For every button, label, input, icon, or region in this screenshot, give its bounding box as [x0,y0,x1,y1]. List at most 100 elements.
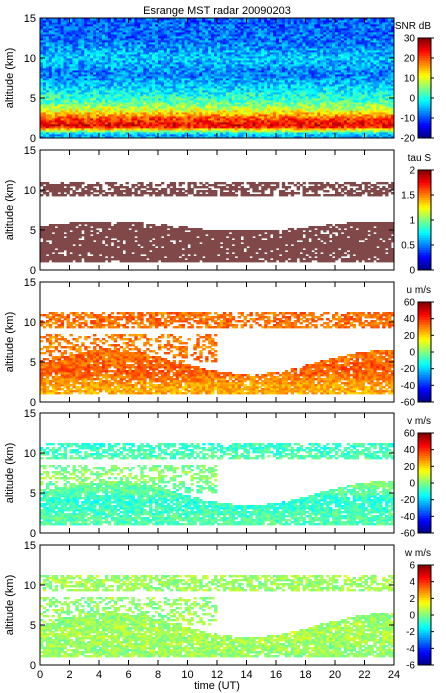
heatmap-cell [149,132,153,135]
heatmap-cell [258,104,262,107]
heatmap-cell [273,112,277,115]
heatmap-cell [202,44,206,47]
heatmap-cell [51,112,56,115]
heatmap-cell [172,48,177,51]
heatmap-cell [140,90,144,93]
heatmap-cell [45,84,50,87]
heatmap-cell [211,30,215,33]
heatmap-cell [228,130,233,133]
heatmap-cell [219,74,224,77]
heatmap-cell [202,84,206,87]
heatmap-cell [240,114,244,117]
heatmap-cell [45,24,50,27]
heatmap-cell [134,112,138,115]
heatmap-cell [205,32,209,35]
heatmap-cell [225,48,230,51]
heatmap-cell [99,58,103,61]
heatmap-cell [231,98,236,101]
heatmap-cell [81,82,85,85]
heatmap-cell [81,118,85,121]
heatmap-cell [158,54,162,57]
heatmap-cell [196,26,200,29]
heatmap-cell [264,40,268,43]
heatmap-cell [75,78,79,81]
heatmap-cell [119,60,123,63]
heatmap-cell [196,122,200,125]
heatmap-cell [78,120,82,123]
heatmap-cell [261,104,265,107]
heatmap-cell [87,116,91,119]
heatmap-cell [175,26,180,29]
heatmap-cell [222,46,227,49]
heatmap-cell [278,94,283,97]
heatmap-cell [178,120,182,123]
heatmap-cell [119,84,123,87]
heatmap-cell [87,74,91,77]
heatmap-cell [278,112,283,115]
heatmap-cell [193,108,197,111]
heatmap-cell [96,130,100,133]
heatmap-cell [175,54,180,57]
heatmap-cell [222,108,227,111]
heatmap-cell [155,134,159,137]
heatmap-cell [278,102,283,105]
heatmap-cell [243,26,247,29]
heatmap-cell [116,94,121,97]
heatmap-cell [72,44,76,47]
heatmap-cell [261,78,265,81]
heatmap-cell [40,70,44,73]
heatmap-cell [273,132,277,135]
heatmap-cell [42,100,47,103]
heatmap-cell [72,86,76,89]
heatmap-cell [57,126,62,129]
heatmap-cell [128,130,132,133]
heatmap-cell [281,58,286,61]
heatmap-cell [281,126,286,129]
heatmap-cell [57,32,62,35]
heatmap-cell [237,102,241,105]
heatmap-cell [122,106,126,109]
heatmap-cell [81,30,85,33]
heatmap-cell [63,62,67,65]
heatmap-cell [187,28,191,31]
heatmap-cell [149,70,153,73]
heatmap-cell [90,54,94,57]
heatmap-cell [160,68,165,71]
heatmap-cell [178,54,182,57]
heatmap-cell [42,136,47,139]
heatmap-cell [166,112,171,115]
heatmap-cell [163,52,168,55]
heatmap-cell [160,88,165,91]
heatmap-cell [234,110,239,113]
heatmap-cell [42,18,47,21]
heatmap-cell [208,112,212,115]
heatmap-cell [172,64,177,67]
heatmap-cell [273,90,277,93]
heatmap-cell [169,44,174,47]
heatmap-cell [199,100,203,103]
heatmap-cell [90,112,94,115]
heatmap-cell [119,94,123,97]
heatmap-cell [246,118,250,121]
heatmap-cell [199,52,203,55]
heatmap-cell [249,64,253,67]
heatmap-cell [175,18,180,21]
heatmap-cell [278,42,283,45]
heatmap-cell [152,100,156,103]
heatmap-cell [122,78,126,81]
heatmap-cell [69,112,73,115]
heatmap-cell [234,88,239,91]
heatmap-cell [202,136,206,139]
heatmap-cell [202,76,206,79]
heatmap-cell [181,132,185,135]
heatmap-cell [211,86,215,89]
heatmap-cell [208,34,212,37]
heatmap-cell [84,64,88,67]
heatmap-cell [190,68,194,71]
heatmap-cell [219,36,224,39]
heatmap-cell [175,132,180,135]
heatmap-cell [137,126,141,129]
heatmap-cell [184,50,188,53]
heatmap-cell [69,110,73,113]
heatmap-cell [137,88,141,91]
